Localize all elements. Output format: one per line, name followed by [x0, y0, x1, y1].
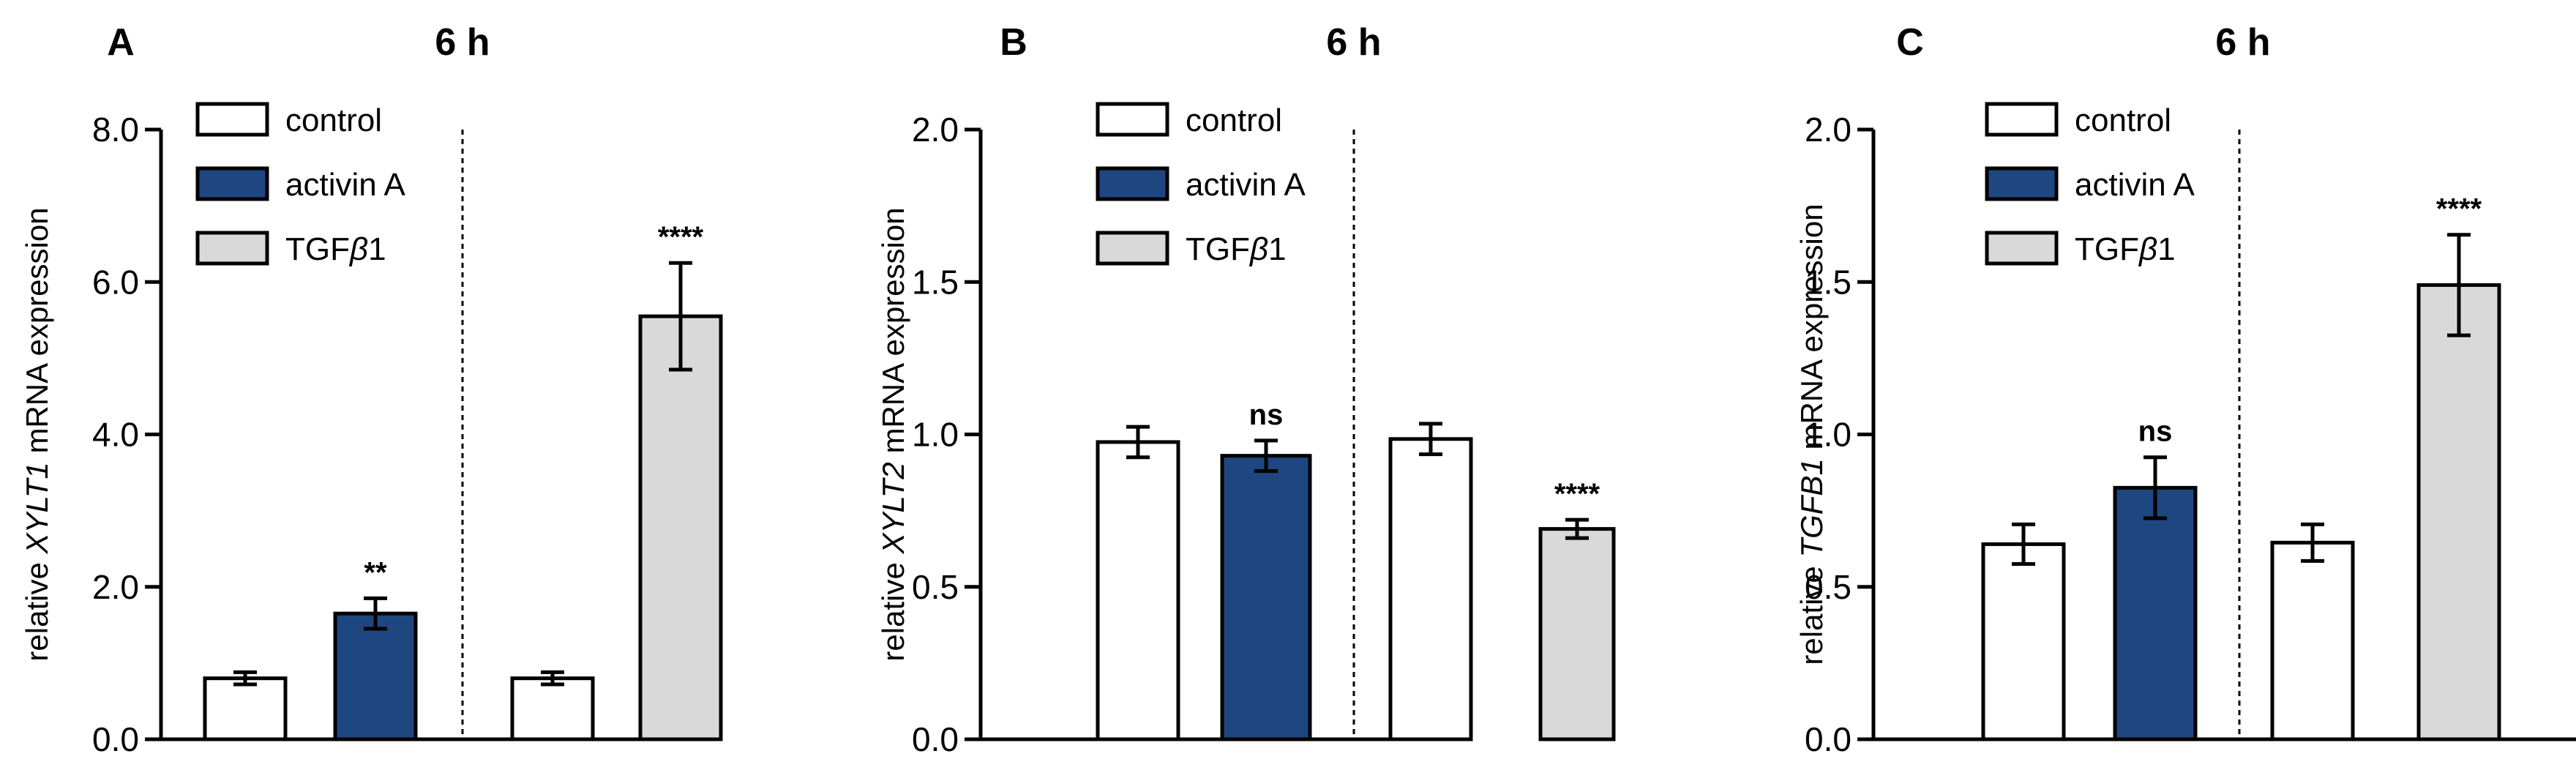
y-axis-label: relative XYLT2 mRNA expression	[876, 207, 910, 661]
legend-greek: β	[1248, 231, 1268, 267]
bar-tgfb-g2	[1538, 527, 1616, 741]
y-tick-label: 0.5	[1805, 568, 1852, 606]
significance-label: ****	[658, 221, 704, 253]
legend-swatch-control	[1985, 102, 2059, 137]
legend-swatch-activin	[1096, 166, 1169, 201]
panel-letter: A	[107, 21, 135, 64]
y-tick-label: 1.0	[1805, 416, 1852, 454]
y-axis-label-gene: XYLT2	[876, 462, 910, 554]
legend-label-control: control	[285, 102, 382, 138]
y-tick-label: 0.5	[912, 568, 959, 606]
legend-text: TGF	[1186, 231, 1250, 267]
significance-label: ns	[2138, 416, 2173, 448]
bar-control-g1	[1981, 542, 2066, 741]
y-axis-label: relative TGFB1 mRNA expression	[1794, 203, 1829, 665]
y-tick-label: 6.0	[92, 263, 139, 301]
panel-C: C 6 h 0.0 0.5 1.0 1.5 2.0 relative TGFB1 mRNA e…	[1794, 21, 2576, 758]
bar-control-g2	[1388, 437, 1473, 741]
legend-suffix: 1	[2157, 231, 2175, 267]
bar-tgfb-g2	[638, 314, 723, 741]
panel-B: B 6 h 0.0 0.5 1.0 1.5 2.0 relative XYLT2 mRNA e…	[876, 21, 1616, 758]
y-axis-label-pre: relative	[1794, 558, 1829, 665]
legend-text: activin A	[2075, 167, 2195, 203]
legend-text: control	[2075, 102, 2171, 138]
y-tick-label: 1.5	[1805, 263, 1852, 301]
legend-label-activin: activin A	[2075, 167, 2195, 203]
y-axis-label-gene: TGFB1	[1794, 458, 1829, 557]
significance-label: ns	[1249, 399, 1284, 431]
y-axis-label: relative XYLT1 mRNA expression	[20, 207, 54, 661]
legend-label-tgfb: TGFβ1	[1186, 231, 1287, 267]
y-axis-label-post: mRNA expression	[20, 207, 54, 462]
legend-label-activin: activin A	[285, 167, 406, 203]
y-tick-label: 1.0	[912, 416, 959, 454]
y-tick-label: 0.0	[1805, 720, 1852, 758]
y-tick-label: 0.0	[92, 720, 139, 758]
bar-control-g1	[203, 676, 288, 741]
y-axis-label-gene: XYLT1	[20, 462, 54, 554]
panel-letter: B	[1000, 21, 1027, 64]
y-axis-label-post: mRNA expression	[1794, 203, 1829, 458]
y-axis-label-post: mRNA expression	[876, 207, 910, 462]
legend-swatch-activin	[195, 166, 269, 201]
bar-activin-g1	[2113, 485, 2198, 741]
panel-title: 6 h	[1326, 21, 1381, 64]
bar-control-g2	[510, 676, 595, 741]
y-axis-label-pre: relative	[876, 554, 910, 662]
legend-label-activin: activin A	[1186, 167, 1306, 203]
legend-swatch-activin	[1985, 166, 2059, 201]
panel-A: A 6 h 0.0 2.0 4.0 6.0 8.0 relative XYLT1 mRNA e…	[20, 21, 723, 758]
legend-suffix: 1	[1268, 231, 1286, 267]
legend-swatch-control	[1096, 102, 1169, 137]
significance-label: ****	[2436, 193, 2482, 225]
y-tick-label: 0.0	[912, 720, 959, 758]
bar-control-g2	[2270, 540, 2355, 741]
y-tick-label: 2.0	[1805, 111, 1852, 149]
y-tick-label: 1.5	[912, 263, 959, 301]
bar-activin-g1	[333, 611, 418, 741]
bar-control-g1	[1096, 440, 1180, 741]
y-tick-label: 4.0	[92, 416, 139, 454]
legend-label-control: control	[1186, 102, 1282, 138]
significance-label: ****	[1554, 478, 1600, 510]
legend-label-tgfb: TGFβ1	[285, 231, 386, 267]
legend-swatch-tgfb	[1096, 231, 1169, 266]
legend-label-tgfb: TGFβ1	[2075, 231, 2176, 267]
y-tick-label: 2.0	[912, 111, 959, 149]
panel-title: 6 h	[2215, 21, 2270, 64]
y-tick-label: 8.0	[92, 111, 139, 149]
bar-tgfb-g2	[2416, 283, 2501, 741]
legend-suffix: 1	[368, 231, 386, 267]
legend-text: control	[1186, 102, 1282, 138]
legend-text: TGF	[285, 231, 350, 267]
significance-label: **	[364, 556, 387, 588]
legend-swatch-control	[195, 102, 269, 137]
legend-text: activin A	[1186, 167, 1306, 203]
bar-activin-g1	[1220, 454, 1312, 741]
legend-label-control: control	[2075, 102, 2171, 138]
legend-text: TGF	[2075, 231, 2139, 267]
legend-greek: β	[348, 231, 368, 267]
legend-greek: β	[2138, 231, 2157, 267]
panel-letter: C	[1896, 21, 1924, 64]
legend-swatch-tgfb	[1985, 231, 2059, 266]
legend-text: activin A	[285, 167, 406, 203]
y-axis-label-pre: relative	[20, 554, 54, 662]
legend-swatch-tgfb	[195, 231, 269, 266]
legend-text: control	[285, 102, 382, 138]
y-tick-label: 2.0	[92, 568, 139, 606]
panel-title: 6 h	[435, 21, 490, 64]
